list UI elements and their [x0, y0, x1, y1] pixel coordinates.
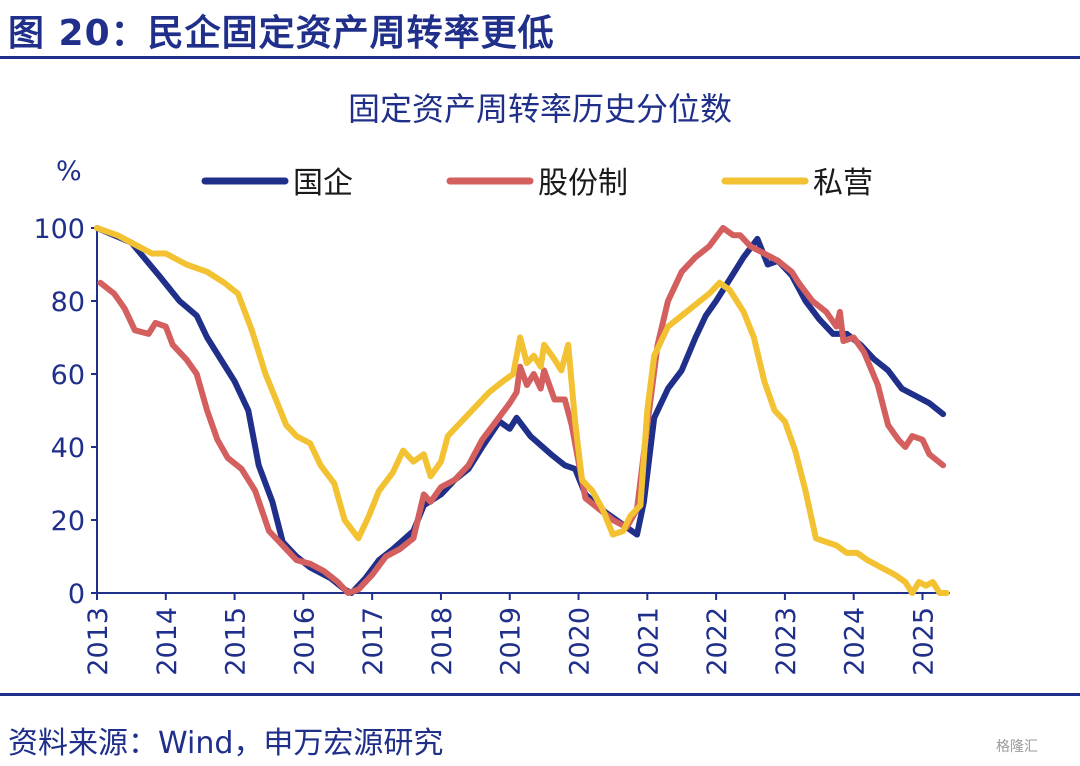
y-tick-label: 80	[51, 287, 85, 318]
y-tick-label: 0	[68, 579, 85, 610]
x-tick-label: 2023	[771, 607, 802, 676]
x-tick-label: 2018	[427, 607, 458, 676]
bottom-divider	[0, 693, 1080, 696]
y-axis-unit: %	[56, 156, 82, 187]
watermark-logo: 格隆汇	[996, 739, 1038, 755]
x-tick-label: 2015	[221, 607, 252, 676]
chart-series	[94, 225, 950, 596]
legend-label: 股份制	[538, 166, 628, 201]
x-tick-label: 2013	[83, 607, 114, 676]
chart-legend: 国企 股份制 私营	[201, 166, 873, 201]
figure-title: 图 20：民企固定资产周转率更低	[8, 13, 555, 54]
legend-label: 国企	[293, 166, 353, 201]
x-tick-label: 2016	[289, 607, 320, 676]
x-tick-label: 2024	[840, 607, 871, 676]
x-tick-label: 2017	[358, 607, 389, 676]
top-divider	[0, 56, 1080, 59]
chart-axes: 0 20 40 60 80 100% 2013 2014 2015 2016 2017 2018 201…	[33, 156, 950, 676]
y-tick-label: 40	[51, 433, 85, 464]
chart-title: 固定资产周转率历史分位数	[347, 90, 732, 128]
series-line	[97, 225, 947, 596]
source-note: 资料来源：Wind，申万宏源研究	[8, 726, 444, 761]
x-tick-label: 2025	[908, 607, 939, 676]
x-tick-label: 2019	[496, 607, 527, 676]
x-tick-label: 2022	[702, 607, 733, 676]
series-line	[94, 225, 950, 596]
y-tick-label: 20	[51, 506, 85, 537]
series-line	[94, 225, 947, 596]
x-tick-label: 2014	[152, 607, 183, 676]
y-tick-label: 100	[33, 214, 85, 245]
legend-label: 私营	[813, 166, 873, 201]
y-tick-label: 60	[51, 360, 85, 391]
x-tick-label: 2021	[633, 607, 664, 676]
x-tick-label: 2020	[565, 607, 596, 676]
